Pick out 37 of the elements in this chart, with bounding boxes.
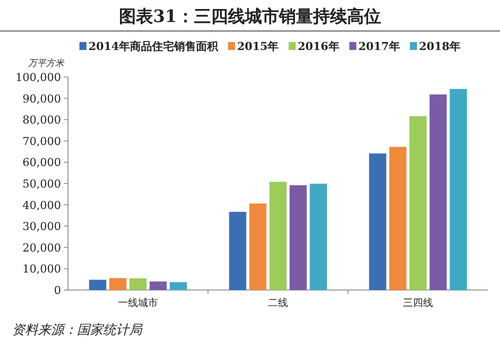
bar (109, 278, 126, 290)
y-tick-label: 30,000 (22, 220, 61, 234)
bar (430, 94, 447, 290)
bar (409, 116, 427, 290)
y-tick-label: 70,000 (22, 134, 61, 148)
legend-label: 2014年商品住宅销售面积 (88, 40, 220, 53)
bar (129, 278, 147, 290)
legend-label: 2015年 (237, 40, 279, 53)
x-tick-label: 三四线 (403, 297, 433, 309)
bar (389, 146, 406, 290)
y-tick-label: 90,000 (22, 92, 61, 106)
bar (290, 185, 307, 290)
bar (310, 184, 327, 290)
chart-title: 图表31：三四线城市销量持续高位 (119, 7, 381, 27)
y-tick-label: 100,000 (16, 71, 61, 84)
bar (150, 281, 167, 290)
x-tick-label: 一线城市 (118, 297, 158, 309)
x-tick-label: 二线 (268, 297, 288, 309)
y-tick-label: 10,000 (22, 262, 61, 276)
bar (229, 212, 246, 290)
text: 资料来源：国家统计局 (12, 322, 143, 338)
y-tick-label: 40,000 (22, 198, 61, 212)
y-tick-label: 60,000 (22, 156, 61, 170)
y-tick-label: 0 (54, 284, 61, 297)
bar (89, 280, 106, 290)
y-tick-label: 50,000 (22, 178, 61, 190)
y-axis-title: 万平方米 (28, 58, 65, 69)
bar (269, 182, 287, 290)
legend-label: 2018年 (418, 40, 461, 53)
legend-label: 2016年 (298, 40, 340, 53)
legend-label: 2017年 (358, 40, 400, 53)
bar (450, 88, 467, 290)
bar (369, 153, 386, 290)
bar (249, 204, 266, 290)
y-tick-label: 80,000 (22, 114, 61, 127)
y-tick-label: 20,000 (22, 241, 61, 254)
bar (170, 282, 187, 290)
